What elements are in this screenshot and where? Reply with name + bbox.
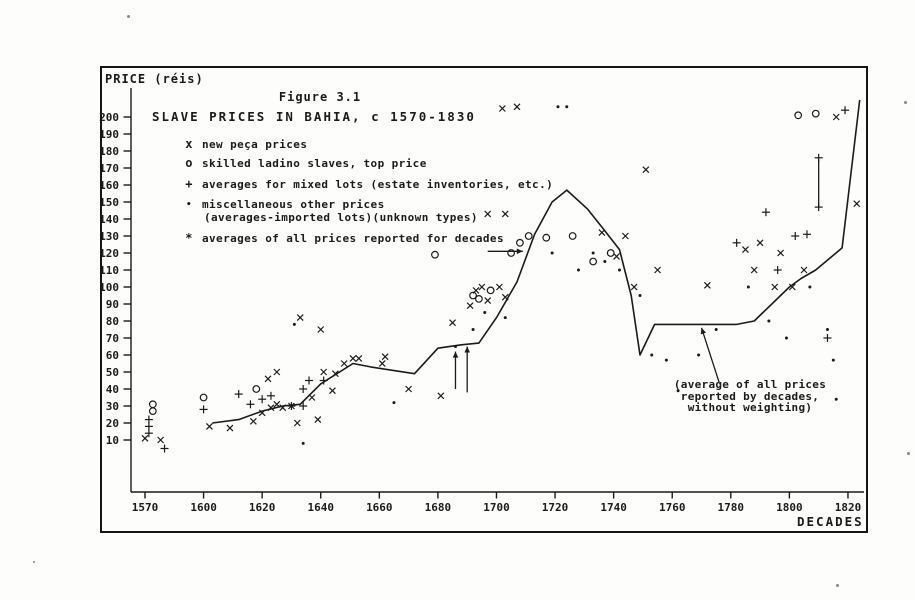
callout-line: (average of all prices [673, 378, 827, 391]
y-tick-label: 110 [99, 264, 119, 277]
y-tick-label: 140 [99, 213, 119, 226]
x-axis-title: DECADES [797, 514, 864, 529]
scan-speck [904, 101, 907, 104]
x-tick-label: 1680 [425, 501, 452, 514]
dot-marker-icon: • [186, 199, 192, 210]
y-tick-label: 70 [106, 332, 119, 345]
y-tick-label: 130 [99, 230, 119, 243]
legend-item-misc: • miscellaneous other prices [178, 198, 385, 211]
callout-arrow [700, 327, 720, 383]
x-tick-label: 1570 [132, 501, 159, 514]
legend-label: averages of all prices reported for deca… [202, 231, 504, 245]
legend-item-misc-line2: (averages-imported lots)(unknown types) [204, 211, 478, 224]
series-ladino-top-price [148, 109, 820, 416]
x-tick-label: 1660 [366, 501, 393, 514]
y-tick-label: 10 [106, 434, 119, 447]
x-tick-label: 1740 [600, 501, 627, 514]
tick-labels: 10 20 30 40 50 60 70 80 90 100 110 120 130 140 150 160 1… [99, 111, 861, 514]
figure-number: Figure 3.1 [278, 90, 362, 104]
series-mixed-lot-averages [144, 106, 850, 453]
legend-item-ladino: o skilled ladino slaves, top price [178, 156, 427, 170]
y-tick-label: 150 [99, 196, 119, 209]
y-tick-label: 200 [99, 111, 119, 124]
x-tick-label: 1820 [835, 501, 862, 514]
legend-label: miscellaneous other prices [202, 198, 385, 211]
decade-average-line [212, 99, 861, 424]
y-tick-label: 190 [99, 128, 119, 141]
asterisk-marker-icon: * [185, 231, 193, 245]
legend-item-mixed-lots: + averages for mixed lots (estate invent… [178, 177, 553, 191]
range-marker [452, 351, 459, 389]
callout-line: without weighting) [687, 401, 813, 414]
y-tick-label: 180 [99, 145, 119, 158]
y-tick-label: 120 [99, 247, 119, 260]
callout-line: reported by decades, [680, 389, 820, 403]
scan-speck [836, 584, 839, 587]
x-tick-label: 1700 [483, 501, 510, 514]
y-tick-label: 40 [106, 383, 119, 396]
x-tick-label: 1800 [776, 501, 803, 514]
scan-speck [33, 561, 35, 563]
x-tick-label: 1720 [542, 501, 569, 514]
y-axis-title: PRICE (réis) [105, 72, 204, 86]
figure-title: SLAVE PRICES IN BAHIA, c 1570-1830 [152, 109, 476, 124]
y-tick-label: 90 [106, 298, 119, 311]
callout-note: (average of all prices reported by decad… [664, 379, 836, 414]
legend-item-new-peca: x new peça prices [178, 137, 307, 151]
x-tick-label: 1640 [307, 501, 334, 514]
legend-item-decade-averages: * averages of all prices reported for de… [178, 231, 504, 245]
x-marker-icon: x [185, 137, 193, 151]
x-tick-label: 1780 [718, 501, 745, 514]
figure-frame [100, 66, 868, 533]
y-tick-label: 30 [106, 400, 119, 413]
circle-marker-icon: o [185, 156, 193, 170]
axes [123, 88, 864, 499]
x-tick-label: 1600 [190, 501, 217, 514]
series-decade-averages [212, 99, 861, 424]
scan-speck [127, 15, 130, 18]
series-new-peca-prices [141, 103, 861, 444]
legend-label: new peça prices [202, 137, 308, 151]
scan-speck [907, 452, 910, 455]
range-marker [487, 248, 523, 255]
y-tick-label: 80 [106, 315, 119, 328]
y-tick-label: 20 [106, 417, 119, 430]
y-tick-label: 170 [99, 162, 119, 175]
range-marker [464, 346, 470, 393]
y-tick-label: 160 [99, 179, 119, 192]
legend-label: averages for mixed lots (estate inventor… [202, 177, 554, 191]
x-tick-label: 1620 [249, 501, 276, 514]
series-misc-prices [292, 105, 838, 445]
y-tick-label: 100 [99, 281, 119, 294]
x-tick-label: 1760 [659, 501, 686, 514]
y-tick-label: 50 [106, 366, 119, 379]
y-tick-label: 60 [106, 349, 119, 362]
plus-marker-icon: + [185, 177, 193, 191]
legend-label: skilled ladino slaves, top price [202, 156, 427, 170]
